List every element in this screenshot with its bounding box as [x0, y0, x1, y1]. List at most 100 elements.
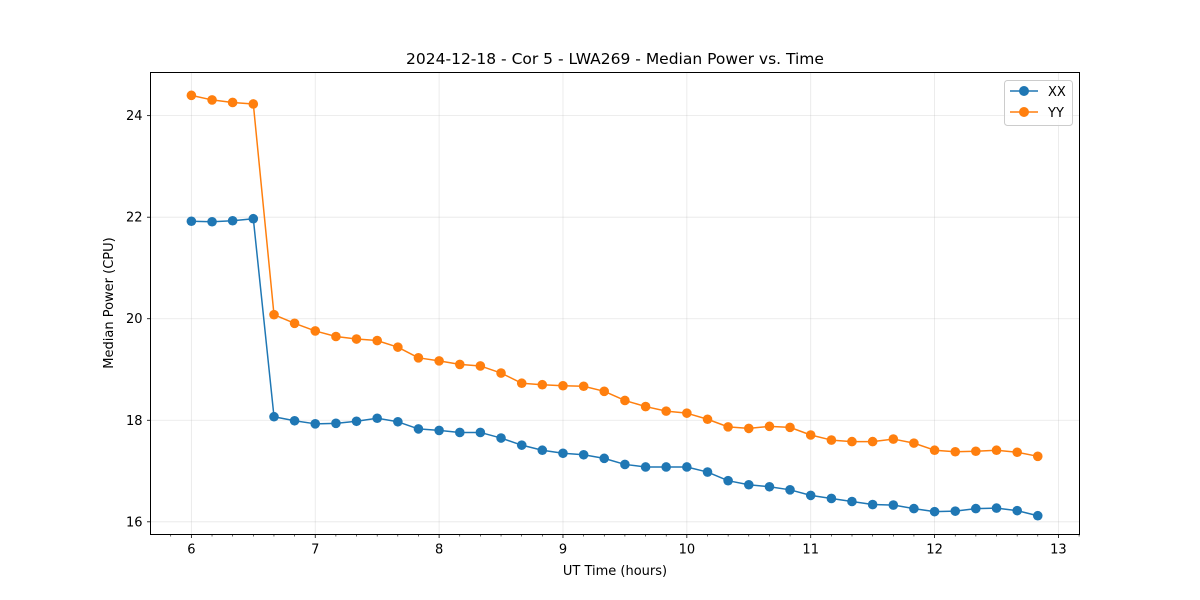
chart-title: 2024-12-18 - Cor 5 - LWA269 - Median Pow…	[406, 50, 824, 68]
point-yy	[269, 309, 279, 320]
point-xx	[351, 416, 362, 427]
point-yy	[888, 434, 899, 444]
point-yy	[578, 381, 589, 392]
point-yy	[723, 422, 733, 432]
point-xx	[310, 419, 321, 429]
x-tick-label: 12	[926, 543, 943, 558]
point-xx	[847, 496, 857, 507]
point-yy	[516, 378, 527, 389]
point-yy	[929, 445, 940, 456]
x-tick-label: 9	[559, 543, 567, 558]
point-xx	[764, 481, 775, 492]
point-xx	[682, 462, 692, 472]
x-tick-label: 6	[187, 543, 195, 558]
axis-ticks: 6 7 8 9 10 11 12 13 16 18 20 22 24	[126, 109, 1080, 558]
point-xx	[289, 415, 300, 426]
legend-label-xx: XX	[1048, 85, 1066, 100]
x-tick-label: 10	[679, 543, 696, 558]
x-tick-label: 7	[311, 543, 319, 558]
point-xx	[723, 475, 733, 486]
point-yy	[661, 406, 671, 416]
y-tick-label: 18	[126, 414, 143, 429]
point-yy	[351, 334, 362, 344]
point-yy	[227, 97, 238, 108]
point-xx	[661, 462, 671, 472]
point-xx	[578, 449, 589, 460]
y-tick-label: 24	[126, 109, 143, 124]
point-yy	[496, 368, 506, 378]
x-axis-label: UT Time (hours)	[563, 564, 667, 579]
point-xx	[805, 490, 816, 501]
point-yy	[805, 430, 816, 440]
point-xx	[331, 418, 341, 429]
plot-area	[150, 72, 1080, 535]
y-tick-label: 22	[126, 211, 143, 226]
point-yy	[413, 353, 424, 363]
point-yy	[372, 335, 382, 346]
point-yy	[702, 414, 713, 425]
point-xx	[640, 462, 651, 472]
point-xx	[971, 503, 981, 514]
point-xx	[867, 499, 878, 510]
point-xx	[785, 485, 795, 495]
point-yy	[991, 445, 1002, 456]
point-xx	[372, 413, 382, 424]
point-xx	[1032, 510, 1043, 521]
y-tick-label: 16	[126, 515, 143, 530]
point-yy	[764, 421, 775, 432]
point-yy	[186, 90, 197, 101]
point-yy	[682, 408, 692, 418]
point-xx	[227, 215, 238, 226]
legend: XX YY	[1004, 80, 1073, 126]
point-yy	[393, 342, 403, 352]
legend-label-yy: YY	[1047, 106, 1064, 121]
point-xx	[269, 411, 279, 422]
point-yy	[207, 95, 217, 105]
point-xx	[558, 448, 568, 459]
point-yy	[475, 361, 486, 371]
point-yy	[1012, 447, 1022, 458]
point-yy	[248, 99, 259, 109]
point-xx	[909, 503, 919, 514]
point-yy	[434, 356, 444, 366]
point-yy	[847, 436, 857, 447]
x-tick-label: 13	[1050, 543, 1067, 558]
point-yy	[620, 395, 630, 406]
series-layer	[186, 90, 1043, 521]
point-xx	[475, 427, 486, 438]
point-yy	[537, 379, 548, 390]
point-xx	[743, 479, 754, 490]
point-xx	[702, 467, 713, 477]
point-yy	[950, 446, 961, 457]
point-xx	[186, 216, 197, 227]
point-xx	[950, 506, 961, 516]
point-xx	[537, 445, 548, 456]
point-yy	[289, 318, 300, 329]
point-xx	[599, 453, 610, 464]
point-xx	[826, 493, 837, 504]
grid	[150, 72, 1080, 535]
point-yy	[826, 435, 837, 445]
point-xx	[434, 425, 444, 436]
x-tick-label: 8	[435, 543, 443, 558]
legend-marker-yy	[1019, 107, 1029, 117]
point-xx	[207, 216, 217, 227]
point-yy	[455, 359, 465, 370]
point-xx	[516, 440, 527, 450]
point-yy	[785, 422, 795, 433]
point-yy	[1032, 451, 1043, 462]
point-yy	[909, 438, 919, 448]
point-xx	[888, 500, 899, 510]
point-xx	[991, 503, 1002, 513]
x-tick-label: 11	[802, 543, 819, 558]
point-xx	[496, 433, 506, 443]
point-xx	[455, 427, 465, 438]
point-yy	[331, 331, 341, 342]
point-xx	[248, 213, 259, 224]
point-xx	[1012, 505, 1022, 516]
point-yy	[867, 436, 878, 447]
point-yy	[743, 423, 754, 434]
point-xx	[620, 459, 630, 470]
